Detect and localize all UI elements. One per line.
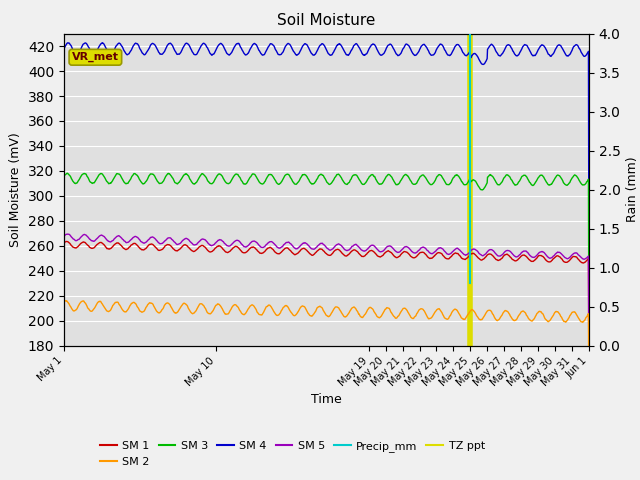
Text: VR_met: VR_met <box>72 52 119 62</box>
Title: Soil Moisture: Soil Moisture <box>277 13 376 28</box>
X-axis label: Time: Time <box>311 393 342 406</box>
Y-axis label: Rain (mm): Rain (mm) <box>626 157 639 222</box>
Y-axis label: Soil Moisture (mV): Soil Moisture (mV) <box>9 132 22 247</box>
Legend: SM 1, SM 2, SM 3, SM 4, SM 5, Precip_mm, TZ ppt: SM 1, SM 2, SM 3, SM 4, SM 5, Precip_mm,… <box>96 437 490 471</box>
